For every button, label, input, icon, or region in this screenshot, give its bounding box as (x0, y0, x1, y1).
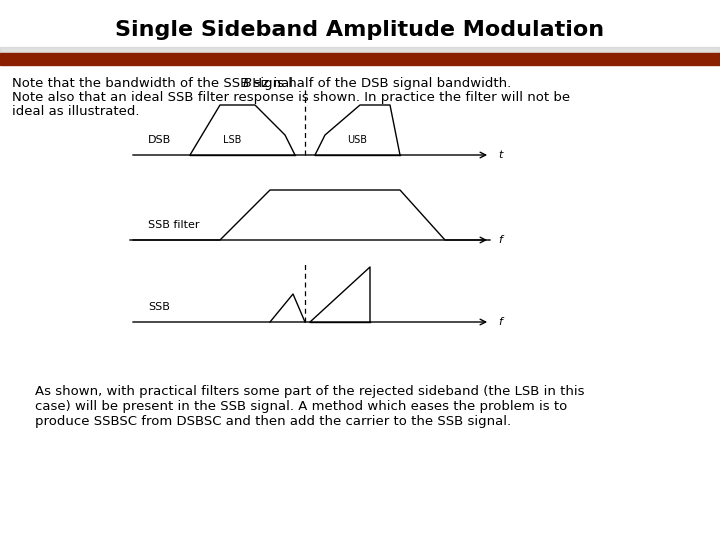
Text: case) will be present in the SSB signal. A method which eases the problem is to: case) will be present in the SSB signal.… (35, 400, 567, 413)
Text: Hz is half of the DSB signal bandwidth.: Hz is half of the DSB signal bandwidth. (248, 77, 512, 90)
Text: As shown, with practical filters some part of the rejected sideband (the LSB in : As shown, with practical filters some pa… (35, 385, 585, 398)
Text: USB: USB (347, 135, 367, 145)
Text: Note also that an ideal SSB filter response is shown. In practice the filter wil: Note also that an ideal SSB filter respo… (12, 91, 570, 104)
Text: f: f (498, 235, 502, 245)
Bar (0, 53, 720, 65)
Text: DSB: DSB (148, 135, 171, 145)
Text: LSB: LSB (222, 135, 241, 145)
Text: SSB filter: SSB filter (148, 220, 199, 230)
Text: produce SSBSC from DSBSC and then add the carrier to the SSB signal.: produce SSBSC from DSBSC and then add th… (35, 415, 511, 428)
Text: Single Sideband Amplitude Modulation: Single Sideband Amplitude Modulation (115, 20, 605, 40)
Text: t: t (498, 150, 503, 160)
Text: ideal as illustrated.: ideal as illustrated. (12, 105, 140, 118)
Text: SSB: SSB (148, 302, 170, 312)
Text: Note that the bandwidth of the SSB signal: Note that the bandwidth of the SSB signa… (12, 77, 297, 90)
Text: f: f (498, 317, 502, 327)
Bar (0, 47, 720, 53)
Text: B: B (243, 77, 252, 90)
